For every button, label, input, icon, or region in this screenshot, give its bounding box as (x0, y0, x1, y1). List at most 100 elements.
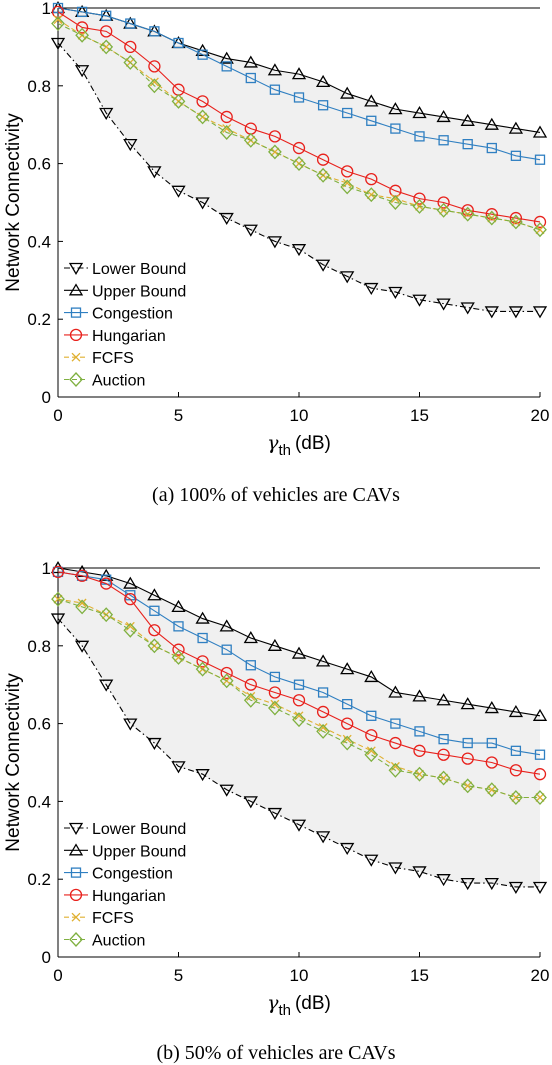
chart-1-series-2-point-10 (293, 679, 305, 690)
chart-1-legend-label-5: Auction (92, 933, 145, 950)
chart-1-series-0-point-9 (267, 807, 283, 821)
chart-1-legend-marker-5 (69, 932, 83, 947)
chart-0-series-1-point-14 (388, 102, 403, 115)
chart-0-series-0-point-7 (219, 212, 234, 226)
chart-1-xlabel-subscript: th (278, 1002, 291, 1019)
chart-1-series-0-line (57, 618, 540, 888)
chart-0-series-5-point-5 (171, 93, 186, 109)
chart-0-series-5 (51, 16, 547, 238)
chart-1-series-5-point-18 (484, 782, 499, 798)
chart-0-legend-label-0: Lower Bound (92, 261, 186, 278)
chart-0-series-5-point-11 (316, 167, 330, 183)
chart-0-series-4-point-7-stroke2 (222, 124, 232, 134)
chart-1-series-2-point-8 (245, 660, 256, 671)
chart-0-series-5-point-19 (509, 214, 523, 230)
chart-1-series-2-point-16 (438, 734, 449, 745)
chart-0-series-0-point-18 (484, 306, 499, 319)
chart-0-series-1-point-9 (267, 63, 283, 76)
chart-0-legend-label-5: Auction (92, 373, 145, 390)
chart-0-series-3-point-7 (220, 110, 233, 124)
chart-1-ytick-label-3: 0.6 (27, 715, 51, 734)
chart-0-series-2-point-10 (293, 92, 305, 103)
chart-0-series-0-point-16 (436, 298, 451, 311)
chart-0-xtick-label-3: 15 (410, 406, 429, 425)
chart-0-series-1-point-11 (315, 74, 331, 88)
chart-0-xtick-label-2: 10 (290, 406, 309, 425)
chart-1-series-2-point-6 (197, 632, 208, 644)
chart-0-series-4-point-0 (53, 15, 63, 25)
chart-1-legend-label-2: Congestion (92, 866, 173, 883)
chart-1-series-0-point-12 (340, 842, 355, 856)
chart-0-legend: Lower Bound Upper Bound Congestion Hungaria… (64, 261, 186, 390)
chart-0-legend-marker-3 (69, 328, 83, 342)
chart-1-series-2-point-20 (534, 749, 546, 760)
chart-0-series-2-point-7 (221, 61, 232, 72)
chart-0-series-1-point-7 (219, 51, 234, 64)
chart-1-series-3-point-16 (437, 748, 450, 761)
chart-0-series-3-point-18 (485, 208, 498, 221)
chart-0-series-2-point-18 (486, 142, 497, 154)
chart-0-legend-marker-2 (70, 307, 82, 318)
chart-1-xlabel-symbol: γ (267, 992, 279, 1014)
chart-0-series-5-point-1 (75, 27, 89, 43)
chart-1-series-0-point-15 (412, 866, 427, 879)
chart-0-series-3-point-13 (365, 173, 378, 186)
chart-1-series-1-point-6 (195, 611, 210, 624)
chart-0-series-0-point-10 (291, 244, 307, 257)
chart-0-series-2-point-6 (197, 49, 208, 60)
chart-1-series-2-point-0 (52, 566, 64, 578)
chart-1-legend-label-0: Lower Bound (92, 821, 186, 838)
chart-0-series-0-point-19 (508, 306, 524, 319)
chart-1-xlabel-unit: (dB) (295, 993, 331, 1014)
chart-0-series-0-point-2 (99, 107, 114, 121)
chart-0-series-1-point-12 (340, 86, 355, 99)
chart-0-legend-label-4: FCFS (92, 350, 134, 367)
chart-1-series-3-point-20 (533, 768, 547, 781)
chart-1-series-1-point-12 (340, 662, 355, 675)
chart-0-series-4-point-14 (390, 194, 400, 204)
chart-1-series-4-point-8 (246, 691, 256, 701)
chart-1-series-1-point-20 (532, 708, 548, 721)
chart-0-legend-marker-0 (68, 262, 84, 275)
chart-0-series-5-point-4 (147, 78, 162, 94)
chart-1-series-3-point-12 (341, 717, 354, 730)
chart-0-legend-marker-4 (71, 352, 81, 362)
chart-1-series-3-point-5 (172, 643, 185, 656)
chart-1-series-5-point-9 (268, 700, 282, 716)
chart-0-series-1-point-16 (436, 109, 451, 123)
chart-0-series-3-point-19 (509, 211, 523, 225)
chart-1-series-5-point-0 (51, 591, 65, 607)
chart-0-series-1-point-20 (532, 125, 548, 138)
chart-1-series-5-point-15 (412, 766, 427, 782)
chart-1-series-2-point-7 (221, 644, 232, 655)
chart-0-series-0-point-11 (315, 259, 331, 272)
chart-0-series-1-point-10 (291, 67, 307, 80)
chart-0-series-5-point-10 (292, 156, 306, 172)
chart-0-series-5-point-13 (364, 187, 379, 203)
chart-1-series-3-point-11 (316, 705, 330, 719)
chart-0-series-2-point-4 (149, 26, 160, 37)
chart-0-series-4-point-4 (149, 77, 159, 87)
chart-1-bound-band (58, 568, 540, 887)
chart-1-series-0-point-19 (508, 881, 524, 894)
chart-1-series-3-point-8 (244, 678, 257, 691)
chart-0-series-0-point-17 (460, 302, 475, 315)
chart-0-series-3-point-6 (196, 95, 209, 108)
chart-1-series-1-point-18 (484, 701, 499, 714)
chart-1-series-2-point-4 (149, 605, 160, 616)
chart-0-xtick-label-0: 0 (53, 406, 62, 425)
chart-1-series-2-point-11 (317, 687, 329, 698)
chart-0-series-2-point-12 (342, 107, 353, 119)
chart-0-series-0-point-6 (195, 197, 210, 210)
chart-1-series-2-point-14 (390, 718, 401, 729)
chart-0-series-0-point-14 (388, 286, 403, 299)
chart-1-series-0-point-0 (50, 613, 66, 626)
chart-1-series-3-point-14 (389, 736, 402, 750)
chart-1-series-1-line (57, 567, 541, 717)
chart-1-series-3-point-17 (461, 752, 474, 765)
chart-0-series-1-point-8 (243, 55, 258, 68)
chart-1-ytick-label-2: 0.4 (27, 792, 51, 811)
chart-1-series-3-point-9 (268, 686, 282, 699)
chart-0-series-1-point-19 (508, 121, 524, 134)
chart-1-series-2-point-12 (342, 698, 353, 710)
